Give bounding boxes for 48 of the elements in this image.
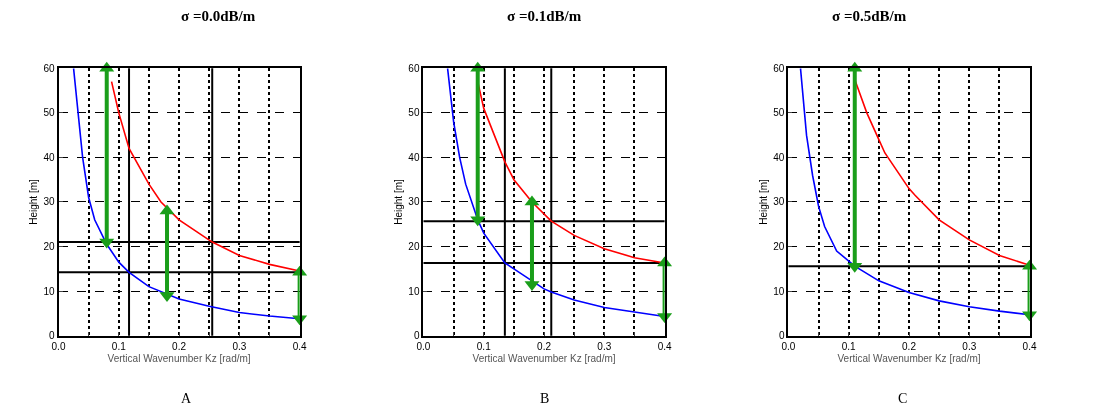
x-tick-label: 0.1 <box>111 340 127 352</box>
y-tick-label: 10 <box>408 285 420 297</box>
y-tick-label: 60 <box>43 62 55 74</box>
y-tick-label: 50 <box>43 107 55 119</box>
y-tick-label: 0 <box>413 330 420 342</box>
x-tick-label: 0.2 <box>172 340 187 352</box>
x-axis-title: Vertical Wavenumber Kz [rad/m] <box>472 352 616 364</box>
x-axis-title: Vertical Wavenumber Kz [rad/m] <box>837 352 981 364</box>
text: B <box>540 391 550 406</box>
y-tick-label: 20 <box>43 241 55 253</box>
y-axis-title: Height [m] <box>27 178 39 225</box>
chart-title: σ =0.0dB/m <box>181 8 256 24</box>
x-tick-label: 0.3 <box>232 340 247 352</box>
x-tick-label: 0.0 <box>51 340 66 352</box>
y-tick-label: 10 <box>773 285 785 297</box>
y-tick-label: 30 <box>773 196 785 208</box>
x-axis-title: Vertical Wavenumber Kz [rad/m] <box>107 352 251 364</box>
chart-title: σ =0.5dB/m <box>832 8 907 24</box>
y-tick-label: 40 <box>408 151 420 163</box>
y-tick-label: 0 <box>778 330 785 342</box>
x-tick-label: 0.4 <box>292 340 308 352</box>
y-tick-label: 0 <box>48 330 55 342</box>
y-axis-title: Height [m] <box>757 178 769 225</box>
y-tick-label: 50 <box>408 107 420 119</box>
y-tick-label: 30 <box>43 196 55 208</box>
x-tick-label: 0.4 <box>1022 340 1037 352</box>
y-tick-label: 10 <box>43 285 55 297</box>
x-tick-label: 0.1 <box>476 340 492 352</box>
x-tick-label: 0.1 <box>841 340 857 352</box>
y-axis-title: Height [m] <box>392 178 404 225</box>
y-tick-label: 30 <box>408 196 420 208</box>
y-tick-label: 50 <box>773 107 785 119</box>
x-tick-label: 0.3 <box>597 340 612 352</box>
y-tick-label: 40 <box>773 151 785 163</box>
text: A <box>181 391 192 406</box>
text: C <box>898 391 908 406</box>
x-tick-label: 0.0 <box>781 340 796 352</box>
x-tick-label: 0.3 <box>962 340 977 352</box>
y-tick-label: 20 <box>408 241 420 253</box>
x-tick-label: 0.0 <box>416 340 431 352</box>
x-tick-label: 0.2 <box>537 340 552 352</box>
y-tick-label: 60 <box>408 62 420 74</box>
y-tick-label: 40 <box>43 151 55 163</box>
y-tick-label: 20 <box>773 241 785 253</box>
y-tick-label: 60 <box>773 62 785 74</box>
chart-title: σ =0.1dB/m <box>507 8 582 24</box>
x-tick-label: 0.2 <box>902 340 917 352</box>
x-tick-label: 0.4 <box>657 340 672 352</box>
